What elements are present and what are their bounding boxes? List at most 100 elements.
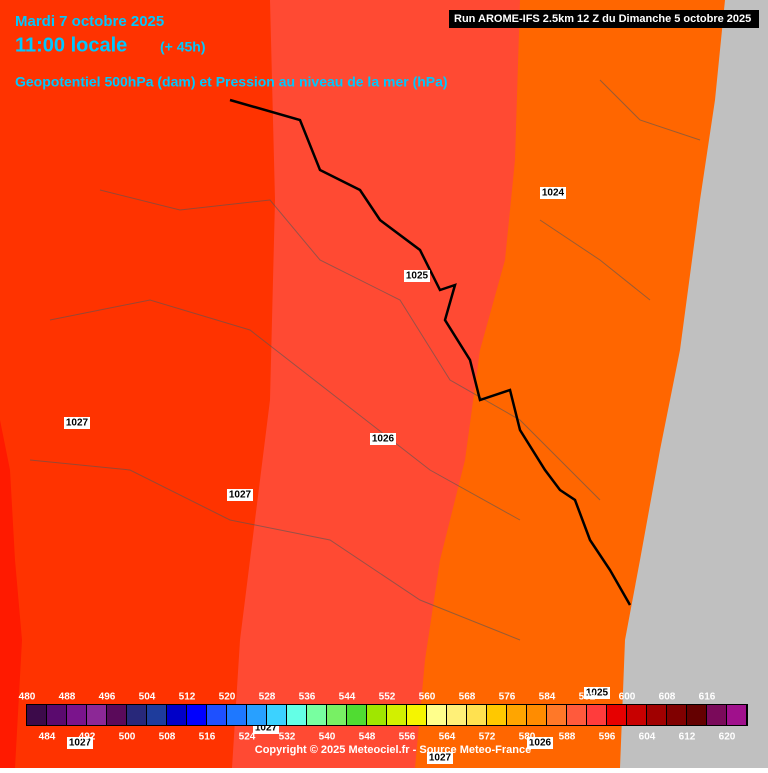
legend-cell	[647, 705, 666, 725]
legend-cell	[227, 705, 246, 725]
copyright: Copyright © 2025 Meteociel.fr - Source M…	[255, 744, 531, 756]
legend-cell	[667, 705, 686, 725]
pressure-label: 1026	[529, 738, 552, 749]
legend-label: 620	[719, 732, 736, 743]
borders	[29, 79, 701, 641]
legend-cell	[387, 705, 406, 725]
pressure-label-bg	[584, 687, 610, 699]
date: Mardi 7 octobre 2025	[15, 13, 164, 30]
legend-cell	[427, 705, 446, 725]
pressure-label-bg	[540, 187, 566, 199]
legend-cell	[167, 705, 186, 725]
legend-cell	[27, 705, 46, 725]
legend-label: 568	[459, 692, 476, 703]
legend-label: 512	[179, 692, 196, 703]
legend-cell	[447, 705, 466, 725]
legend-label: 616	[699, 692, 716, 703]
legend-cell	[327, 705, 346, 725]
legend-label: 504	[139, 692, 156, 703]
legend-cell	[267, 705, 286, 725]
legend-label: 492	[79, 732, 96, 743]
pressure-label-bg	[370, 433, 396, 445]
legend-cell	[507, 705, 526, 725]
legend-label: 536	[299, 692, 316, 703]
legend-cell	[287, 705, 306, 725]
legend-cell	[107, 705, 126, 725]
legend-label: 544	[339, 692, 356, 703]
legend-label: 596	[599, 732, 616, 743]
legend-label: 480	[19, 692, 36, 703]
pressure-label: 1024	[542, 188, 565, 199]
lead: (+ 45h)	[160, 39, 206, 55]
legend-cell	[87, 705, 106, 725]
legend-label: 608	[659, 692, 676, 703]
pressure-label: 1025	[406, 271, 429, 282]
legend-cell	[127, 705, 146, 725]
pressure-label: 1027	[229, 490, 252, 501]
legend-cell	[187, 705, 206, 725]
band-left	[0, 0, 275, 768]
legend-cell	[607, 705, 626, 725]
legend-cell	[307, 705, 326, 725]
legend-label: 592	[579, 692, 596, 703]
legend-cell	[47, 705, 66, 725]
pressure-label: 1027	[69, 738, 92, 749]
pressure-label: 1027	[255, 723, 278, 734]
frontier	[229, 98, 632, 606]
legend-label: 576	[499, 692, 516, 703]
pressure-label-bg	[404, 270, 430, 282]
legend-cell	[67, 705, 86, 725]
legend-cell	[527, 705, 546, 725]
legend-cell	[487, 705, 506, 725]
legend-cell	[207, 705, 226, 725]
legend-label: 524	[239, 732, 256, 743]
band-edge	[0, 420, 22, 768]
legend-label: 516	[199, 732, 216, 743]
legend-label: 548	[359, 732, 376, 743]
run-box	[449, 10, 759, 28]
legend-cell	[727, 705, 746, 725]
pressure-label-bg	[227, 489, 253, 501]
legend-label: 588	[559, 732, 576, 743]
legend-label: 552	[379, 692, 396, 703]
pressure-label-bg	[527, 737, 553, 749]
legend-label: 580	[519, 732, 536, 743]
pressure-label: 1027	[66, 418, 89, 429]
legend-label: 560	[419, 692, 436, 703]
legend-cell	[627, 705, 646, 725]
legend-cell	[407, 705, 426, 725]
legend-label: 488	[59, 692, 76, 703]
legend-cell	[347, 705, 366, 725]
legend-cell	[687, 705, 706, 725]
legend-label: 528	[259, 692, 276, 703]
legend-cell	[247, 705, 266, 725]
legend-cell	[587, 705, 606, 725]
legend-label: 496	[99, 692, 116, 703]
run-info: Run AROME-IFS 2.5km 12 Z du Dimanche 5 o…	[454, 13, 751, 25]
legend-cell	[147, 705, 166, 725]
pressure-label: 1027	[429, 753, 452, 764]
legend-label: 540	[319, 732, 336, 743]
pressure-label: 1026	[372, 434, 395, 445]
legend-cell	[467, 705, 486, 725]
legend-cell	[367, 705, 386, 725]
legend-label: 484	[39, 732, 56, 743]
pressure-label-bg	[64, 417, 90, 429]
legend-label: 564	[439, 732, 456, 743]
legend-label: 532	[279, 732, 296, 743]
time: 11:00 locale	[15, 34, 127, 56]
legend-label: 612	[679, 732, 696, 743]
legend-cell	[567, 705, 586, 725]
subtitle: Geopotentiel 500hPa (dam) et Pression au…	[15, 74, 448, 90]
legend-label: 508	[159, 732, 176, 743]
legend-label: 572	[479, 732, 496, 743]
pressure-label-bg	[427, 752, 453, 764]
legend-label: 600	[619, 692, 636, 703]
legend-label: 500	[119, 732, 136, 743]
pressure-label: 1025	[586, 688, 609, 699]
legend-cell	[707, 705, 726, 725]
legend-cell	[547, 705, 566, 725]
legend-label: 584	[539, 692, 556, 703]
legend-label: 520	[219, 692, 236, 703]
